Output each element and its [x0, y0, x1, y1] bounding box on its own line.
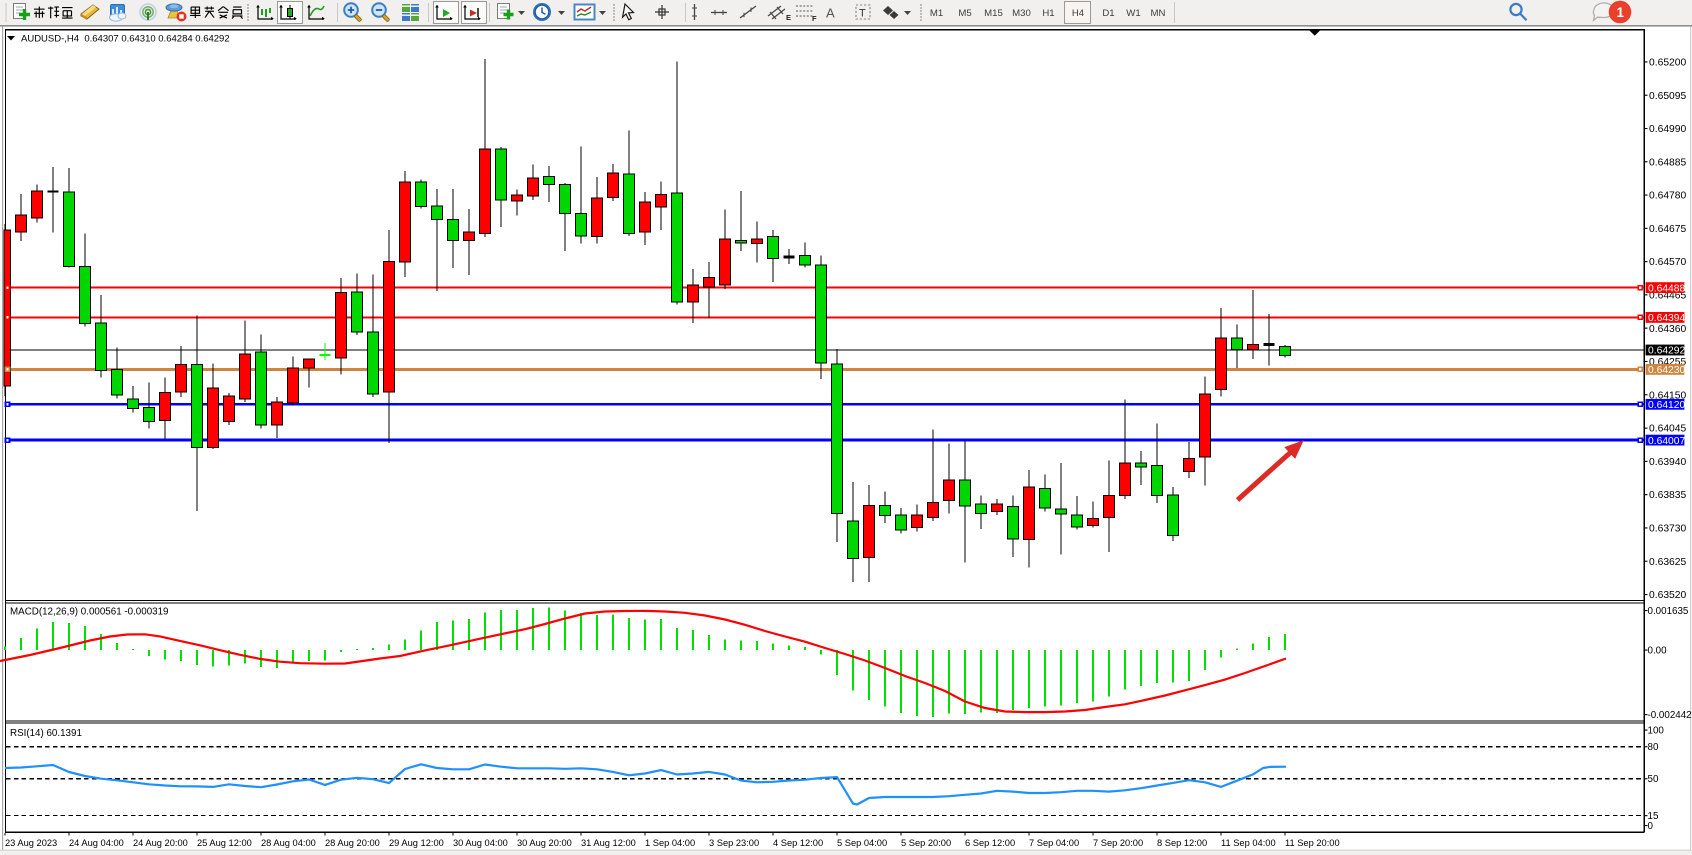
svg-text:H4: H4	[1072, 8, 1085, 19]
svg-text:W1: W1	[1126, 8, 1140, 19]
svg-text:0.63940: 0.63940	[1649, 457, 1686, 468]
svg-text:1: 1	[1617, 5, 1625, 20]
svg-text:8 Sep 12:00: 8 Sep 12:00	[1157, 838, 1207, 848]
svg-text:24 Aug 20:00: 24 Aug 20:00	[133, 838, 188, 848]
svg-text:0.65200: 0.65200	[1649, 58, 1686, 69]
svg-text:5 Sep 20:00: 5 Sep 20:00	[901, 838, 951, 848]
svg-text:D1: D1	[1102, 8, 1114, 19]
svg-text:0.64675: 0.64675	[1649, 224, 1686, 235]
svg-text:0.64465: 0.64465	[1649, 291, 1686, 302]
svg-text:24 Aug 04:00: 24 Aug 04:00	[69, 838, 124, 848]
svg-text:0: 0	[1648, 821, 1654, 832]
svg-text:0.63625: 0.63625	[1649, 557, 1686, 568]
svg-text:11 Sep 04:00: 11 Sep 04:00	[1221, 838, 1276, 848]
svg-text:4 Sep 12:00: 4 Sep 12:00	[773, 838, 823, 848]
svg-text:80: 80	[1648, 742, 1659, 753]
svg-text:0.64780: 0.64780	[1649, 191, 1686, 202]
svg-text:M30: M30	[1012, 8, 1031, 19]
svg-text:50: 50	[1648, 774, 1659, 785]
svg-text:AUDUSD-,H4 0.64307 0.64310 0.: AUDUSD-,H4 0.64307 0.64310 0.64284 0.642…	[21, 34, 230, 45]
svg-text:0.63835: 0.63835	[1649, 490, 1686, 501]
svg-text:100: 100	[1648, 726, 1665, 737]
svg-text:M1: M1	[930, 8, 943, 19]
svg-text:15: 15	[1648, 811, 1659, 822]
svg-text:0.64990: 0.64990	[1649, 124, 1686, 135]
svg-text:0.64488: 0.64488	[1648, 283, 1685, 294]
svg-text:7 Sep 20:00: 7 Sep 20:00	[1093, 838, 1143, 848]
svg-text:0.00: 0.00	[1648, 646, 1668, 657]
svg-text:5 Sep 04:00: 5 Sep 04:00	[837, 838, 887, 848]
svg-text:0.64007: 0.64007	[1648, 436, 1685, 447]
svg-text:T: T	[859, 8, 866, 20]
svg-text:0.64394: 0.64394	[1648, 313, 1685, 324]
svg-text:M15: M15	[984, 8, 1003, 19]
svg-text:0.63520: 0.63520	[1649, 590, 1686, 601]
svg-text:30 Aug 20:00: 30 Aug 20:00	[517, 838, 572, 848]
svg-text:0.64292: 0.64292	[1648, 346, 1685, 357]
svg-text:30 Aug 04:00: 30 Aug 04:00	[453, 838, 508, 848]
svg-text:MACD(12,26,9) 0.000561 -0.0003: MACD(12,26,9) 0.000561 -0.000319	[10, 606, 169, 617]
svg-text:3 Sep 23:00: 3 Sep 23:00	[709, 838, 759, 848]
svg-text:0.64150: 0.64150	[1649, 390, 1686, 401]
svg-text:0.001635: 0.001635	[1648, 606, 1689, 617]
svg-text:0.64570: 0.64570	[1649, 257, 1686, 268]
svg-text:7 Sep 04:00: 7 Sep 04:00	[1029, 838, 1079, 848]
svg-text:31 Aug 12:00: 31 Aug 12:00	[581, 838, 636, 848]
svg-text:0.64255: 0.64255	[1649, 357, 1686, 368]
svg-text:11 Sep 20:00: 11 Sep 20:00	[1285, 838, 1340, 848]
svg-text:0.65095: 0.65095	[1649, 91, 1686, 102]
svg-text:0.64360: 0.64360	[1649, 324, 1686, 335]
svg-text:E: E	[786, 13, 791, 22]
svg-text:28 Aug 04:00: 28 Aug 04:00	[261, 838, 316, 848]
svg-text:0.64885: 0.64885	[1649, 157, 1686, 168]
svg-text:0.64045: 0.64045	[1649, 424, 1686, 435]
svg-text:23 Aug 2023: 23 Aug 2023	[5, 838, 57, 848]
svg-text:28 Aug 20:00: 28 Aug 20:00	[325, 838, 380, 848]
svg-text:H1: H1	[1042, 8, 1054, 19]
svg-text:0.64120: 0.64120	[1648, 400, 1685, 411]
svg-text:29 Aug 12:00: 29 Aug 12:00	[389, 838, 444, 848]
svg-text:F: F	[812, 14, 817, 23]
svg-text:RSI(14) 60.1391: RSI(14) 60.1391	[10, 728, 82, 739]
svg-text:1 Sep 04:00: 1 Sep 04:00	[645, 838, 695, 848]
svg-text:M5: M5	[958, 8, 971, 19]
svg-text:-0.002442: -0.002442	[1648, 710, 1692, 721]
svg-text:MN: MN	[1151, 8, 1166, 19]
svg-text:0.64230: 0.64230	[1648, 365, 1685, 376]
svg-text:0.63730: 0.63730	[1649, 524, 1686, 535]
svg-text:25 Aug 12:00: 25 Aug 12:00	[197, 838, 252, 848]
svg-text:6 Sep 12:00: 6 Sep 12:00	[965, 838, 1015, 848]
svg-text:A: A	[826, 6, 835, 21]
